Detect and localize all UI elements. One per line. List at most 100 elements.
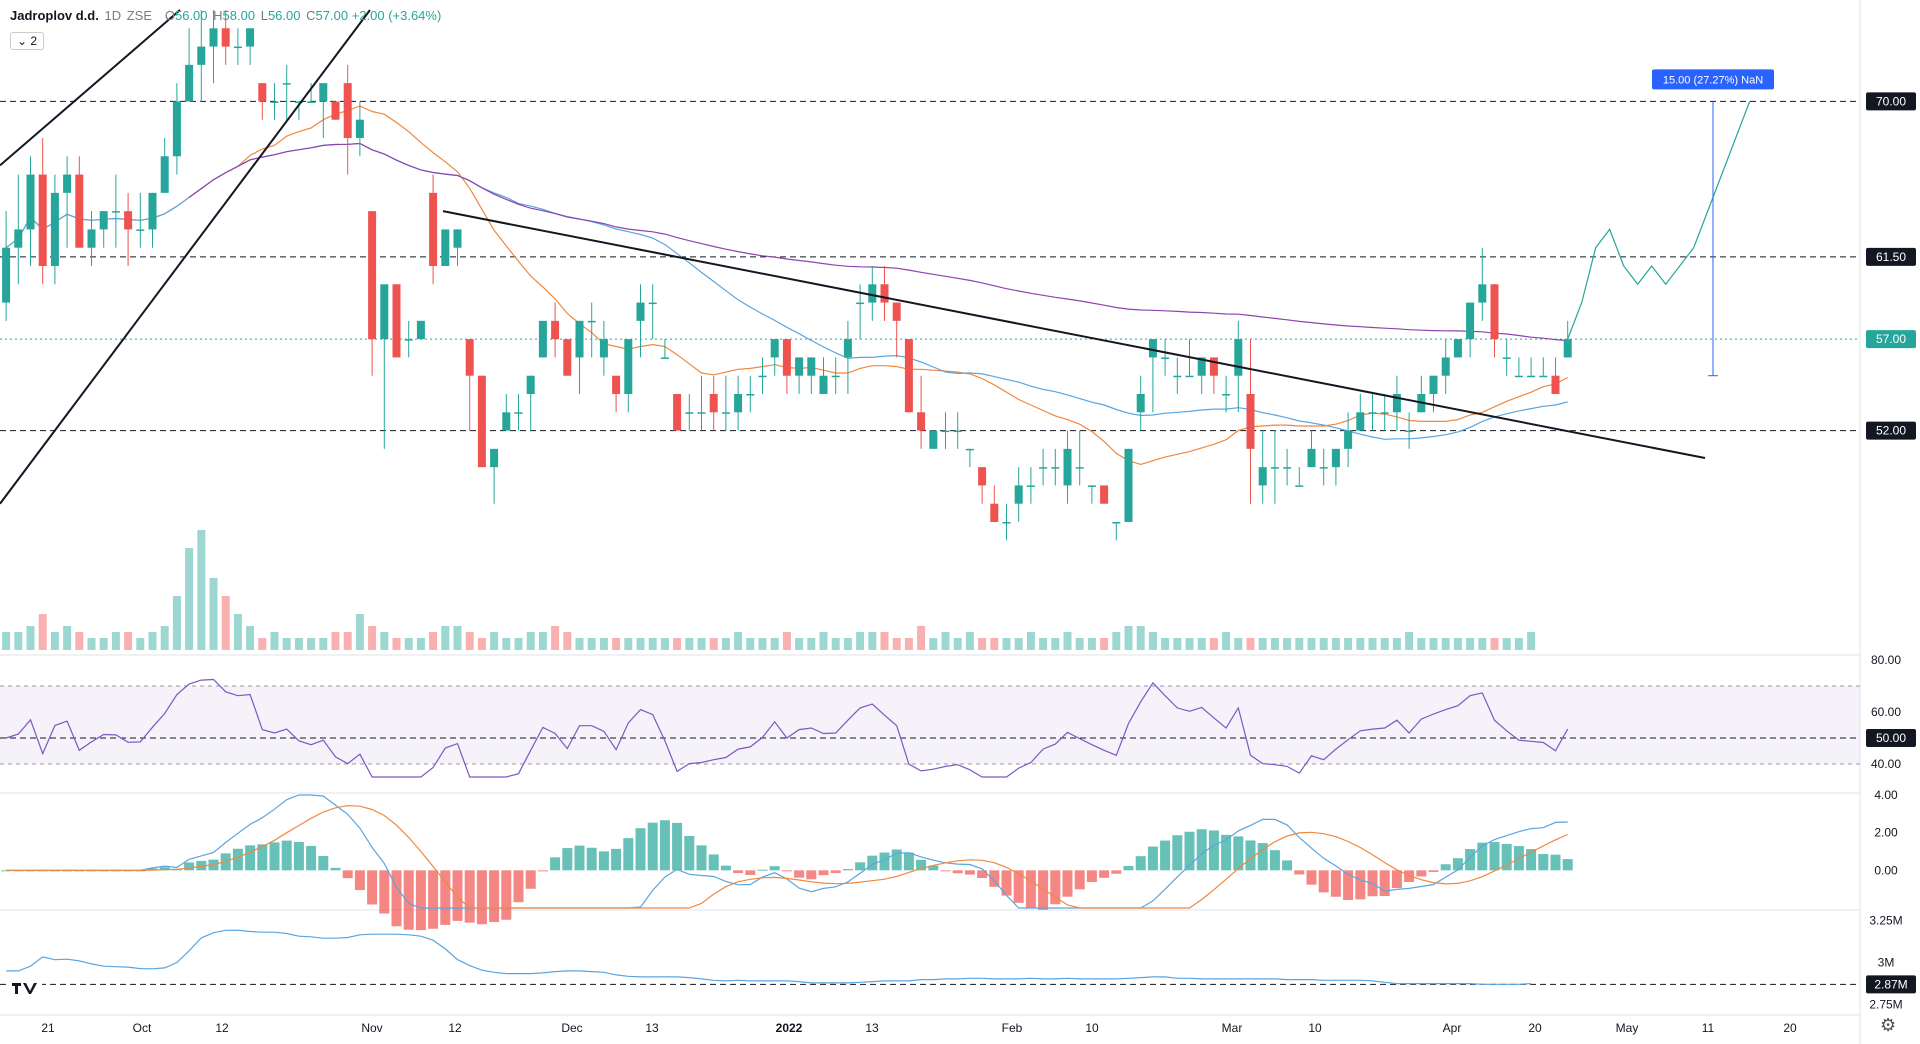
candle-body <box>868 284 877 303</box>
volume-bar <box>197 530 206 650</box>
volume-bar <box>1075 638 1084 650</box>
volume-ma-label-bg <box>1866 975 1916 994</box>
tradingview-logo-icon[interactable] <box>8 980 42 1002</box>
volume-bar <box>1356 638 1365 650</box>
exchange-label: ZSE <box>126 8 153 23</box>
macd-histogram-bar <box>367 870 378 905</box>
open-label: O <box>164 8 175 23</box>
candle-body <box>1527 375 1536 378</box>
macd-histogram-bar <box>574 845 585 871</box>
volume-bar <box>270 632 279 650</box>
candle-body <box>880 284 889 303</box>
volume-bar <box>404 638 413 650</box>
volume-bar <box>1307 638 1316 650</box>
macd-histogram-bar <box>1147 846 1158 871</box>
collapse-count: 2 <box>30 34 38 48</box>
candle-body <box>1466 302 1475 340</box>
volume-bar <box>1148 632 1157 650</box>
time-axis-label: Dec <box>561 1021 582 1035</box>
time-axis-label: 2022 <box>776 1021 803 1035</box>
candle-body <box>1087 485 1096 487</box>
candle-body <box>1063 448 1072 486</box>
candle-body <box>526 375 535 394</box>
volume-bar <box>26 626 35 650</box>
candle-body <box>1039 467 1048 469</box>
price-tick-label: 57.00 <box>1876 332 1906 346</box>
volume-bar <box>221 596 230 650</box>
candle-body <box>904 339 913 413</box>
gear-icon[interactable]: ⚙ <box>1880 1015 1897 1035</box>
macd-histogram-bar <box>1050 870 1061 905</box>
volume-bar <box>1173 638 1182 650</box>
low-value: 56.00 <box>267 8 301 23</box>
volume-bar <box>331 632 340 650</box>
price-label-bg <box>1866 92 1916 111</box>
candle-body <box>965 448 974 451</box>
candle-body <box>1331 448 1340 468</box>
volume-bar <box>843 638 852 650</box>
volume-bar <box>1368 638 1377 650</box>
candle-body <box>807 357 816 376</box>
candle-body <box>892 302 901 321</box>
volume-bar <box>599 638 608 650</box>
macd-histogram-bar <box>537 870 548 872</box>
macd-histogram-bar <box>415 870 426 931</box>
candle-body <box>50 192 59 266</box>
macd-histogram-bar <box>769 866 780 871</box>
macd-histogram-bar <box>306 845 317 871</box>
macd-histogram-bar <box>684 835 695 871</box>
volume-bar <box>1527 632 1536 650</box>
volume-bar <box>416 638 425 650</box>
macd-histogram-bar <box>1160 840 1171 871</box>
candle-body <box>185 64 194 102</box>
volume-bar <box>746 638 755 650</box>
volume-bar <box>917 626 926 650</box>
interval-label[interactable]: 1D <box>104 8 122 23</box>
candle-body <box>1270 467 1279 469</box>
volume-bar <box>1344 638 1353 650</box>
volume-ma-tick-label: 2.75M <box>1869 998 1902 1012</box>
macd-histogram-bar <box>940 870 951 872</box>
macd-histogram-bar <box>428 870 439 929</box>
macd-histogram-bar <box>977 870 988 879</box>
close-value: 57.00 <box>315 8 349 23</box>
candle-body <box>758 375 767 378</box>
candle-body <box>514 412 523 414</box>
macd-histogram-bar <box>611 848 622 871</box>
volume-bar <box>1295 638 1304 650</box>
candle-body <box>197 46 206 65</box>
volume-bar <box>1502 638 1511 650</box>
volume-bar <box>1087 638 1096 650</box>
candle-body <box>1222 394 1231 396</box>
volume-bar <box>1466 638 1475 650</box>
rsi-label-bg <box>1866 729 1916 747</box>
macd-histogram-bar <box>184 862 195 871</box>
macd-histogram-bar <box>1440 864 1451 871</box>
volume-bar <box>660 638 669 650</box>
macd-histogram-bar <box>1477 842 1488 871</box>
volume-bar <box>514 638 523 650</box>
volume-bar <box>648 638 657 650</box>
open-value: 56.00 <box>174 8 208 23</box>
time-axis-label: Oct <box>133 1021 152 1035</box>
volume-bar <box>770 638 779 650</box>
volume-bar <box>87 638 96 650</box>
macd-histogram-bar <box>647 822 658 871</box>
candle-body <box>307 101 316 103</box>
candle-body <box>1051 467 1060 469</box>
volume-bar <box>587 638 596 650</box>
candle-body <box>538 320 547 358</box>
indicator-collapse-badge[interactable]: ⌄ 2 <box>10 32 45 50</box>
volume-bar <box>38 614 47 650</box>
volume-bar <box>978 638 987 650</box>
macd-histogram-bar <box>1355 870 1366 900</box>
macd-histogram-bar <box>891 849 902 871</box>
candle-body <box>1539 375 1548 378</box>
symbol-name[interactable]: Jadroplov d.d. <box>10 8 99 23</box>
volume-bar <box>1039 638 1048 650</box>
volume-bar <box>1270 638 1279 650</box>
macd-histogram-bar <box>330 867 341 871</box>
volume-bar <box>819 632 828 650</box>
volume-bar <box>685 638 694 650</box>
